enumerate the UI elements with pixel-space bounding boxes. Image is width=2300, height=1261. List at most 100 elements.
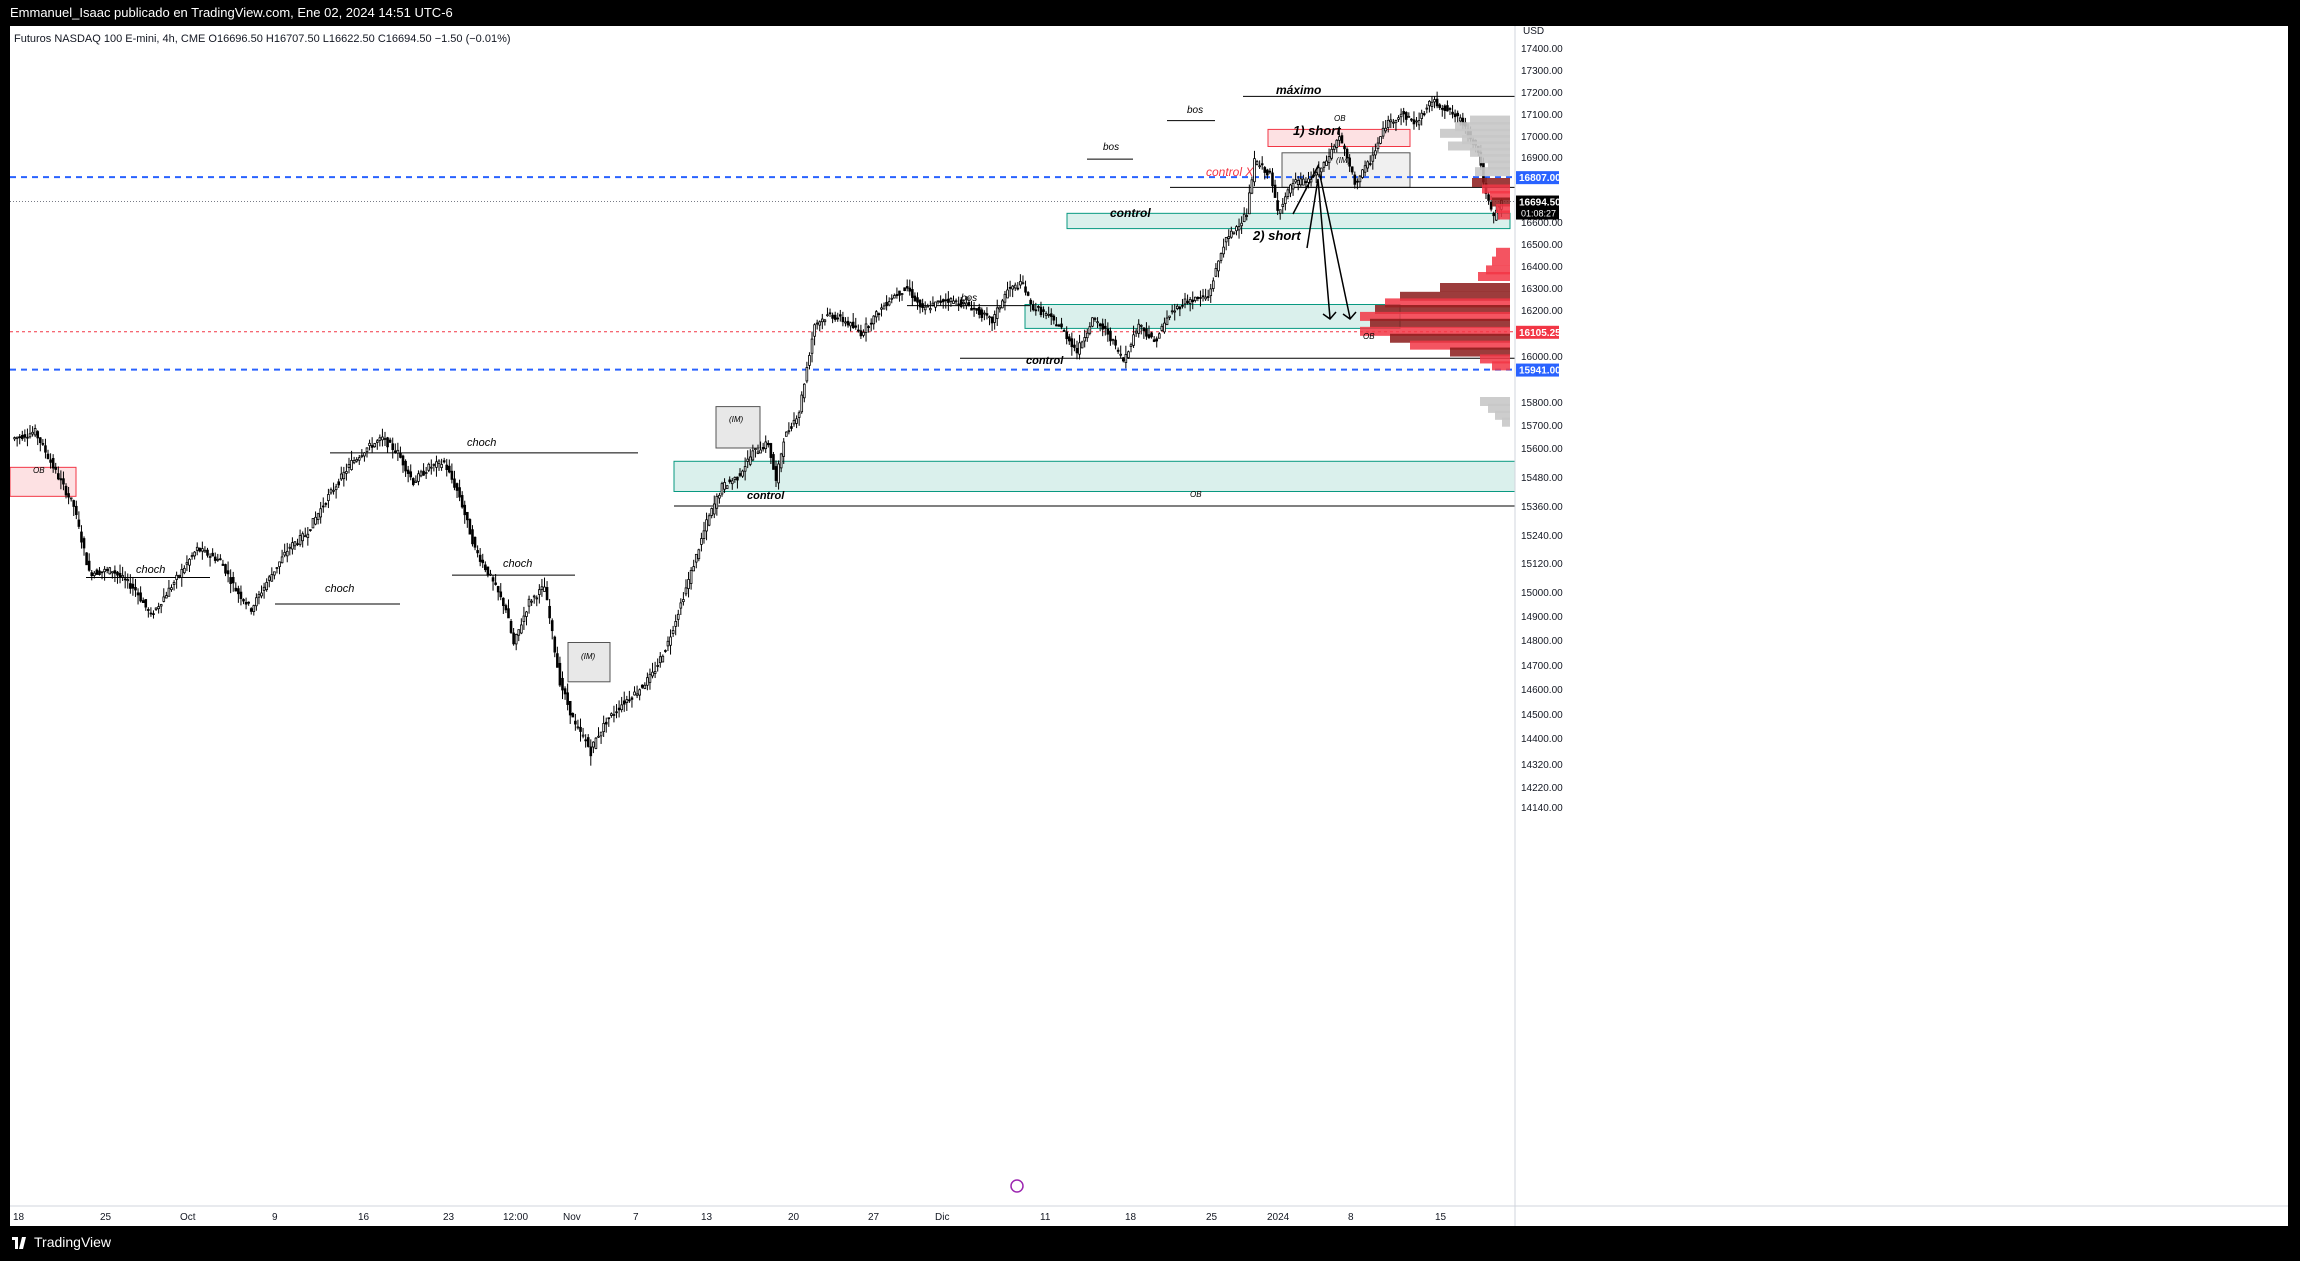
candle-body [190, 555, 194, 558]
candle-body [208, 556, 212, 558]
candle-body [1415, 120, 1418, 123]
candle-body [911, 289, 914, 298]
candle-body [321, 505, 325, 508]
candle-body [463, 504, 467, 516]
candle-body [409, 471, 413, 478]
candle-body [419, 471, 423, 477]
candle-body [1448, 108, 1452, 110]
chart-frame[interactable]: máximo 1) short 2) short bos bos bos control X… [9, 26, 2288, 1226]
candle-body [754, 448, 757, 451]
candle-body [574, 720, 577, 725]
candle-body [1062, 330, 1066, 332]
time-tick-label: 12:00 [503, 1212, 528, 1223]
candle-body [1332, 145, 1336, 150]
time-tick-label: 23 [443, 1212, 455, 1223]
candle-body [1245, 215, 1249, 217]
candle-body [1366, 161, 1369, 169]
candle-body [1487, 194, 1490, 201]
candle-body [622, 700, 626, 705]
candle-body [206, 549, 209, 556]
candle-body [849, 322, 852, 327]
candle-body [116, 571, 119, 576]
candle-body [839, 314, 842, 317]
label-bos-2: bos [1103, 142, 1119, 153]
candle-body [630, 697, 634, 700]
label-ob-1: OB [33, 466, 45, 475]
candle-body [1492, 212, 1496, 217]
publisher-bar: Emmanuel_Isaac publicado en TradingView.… [0, 0, 2300, 26]
price-tick-label: 16400.00 [1521, 262, 1563, 273]
candle-body [507, 608, 510, 619]
candle-body [1363, 165, 1367, 173]
candle-body [684, 587, 688, 595]
candle-body [1237, 226, 1241, 231]
candle-body [862, 331, 865, 336]
candle-body [363, 452, 366, 457]
candle-body [589, 746, 593, 757]
candle-body [1039, 306, 1043, 316]
label-ob-2: OB [1334, 114, 1346, 123]
candle-body [841, 316, 845, 323]
time-tick-label: 2024 [1267, 1212, 1290, 1223]
candle-body [100, 571, 104, 574]
candle-body [550, 620, 554, 632]
volume-bar [1400, 291, 1510, 301]
lines-layer [10, 95, 1515, 605]
candle-body [661, 655, 665, 663]
candle-body [712, 503, 716, 515]
candle-body [270, 574, 274, 582]
arrow-short-2 [1292, 163, 1351, 319]
time-tick-label: 8 [1348, 1212, 1354, 1223]
candle-body [311, 518, 315, 529]
candle-body [1276, 200, 1279, 211]
candle-body [548, 605, 551, 619]
candle-body [87, 560, 91, 571]
replay-icon [1010, 1179, 1024, 1193]
candle-body [95, 569, 99, 575]
price-tick-label: 15800.00 [1521, 398, 1563, 409]
candle-body [1139, 324, 1143, 327]
candle-body [1422, 113, 1426, 116]
candle-body [59, 478, 63, 481]
candle-body [947, 298, 950, 303]
candle-body [41, 443, 45, 445]
candle-body [1440, 107, 1444, 110]
price-chart[interactable]: máximo 1) short 2) short bos bos bos control X… [9, 26, 2288, 1226]
candle-body [494, 582, 497, 585]
candle-body [800, 394, 804, 413]
candle-body [782, 441, 786, 457]
time-tick-label: 25 [100, 1212, 112, 1223]
candle-body [792, 419, 796, 425]
candle-body [833, 314, 837, 320]
volume-bar [1492, 361, 1510, 371]
candle-body [1116, 349, 1120, 352]
candle-body [604, 721, 608, 725]
candle-body [808, 355, 811, 366]
label-control-3: control [747, 490, 785, 502]
candle-body [1338, 136, 1341, 141]
candle-body [1199, 297, 1202, 299]
tradingview-logo-icon [12, 1237, 26, 1249]
candle-body [51, 457, 55, 469]
candle-body [1049, 313, 1053, 317]
candle-body [1425, 107, 1429, 110]
candle-body [965, 302, 968, 306]
candle-body [1420, 112, 1423, 119]
candle-body [1191, 299, 1195, 303]
candle-body [38, 437, 42, 444]
candle-body [980, 309, 984, 318]
candle-body [298, 535, 302, 545]
candle-body [234, 587, 238, 592]
candle-body [1147, 334, 1151, 339]
candle-body [628, 699, 631, 702]
volume-bar [1498, 210, 1510, 220]
candle-body [1096, 321, 1099, 324]
candle-body [821, 318, 824, 323]
time-tick-label: Oct [180, 1212, 196, 1223]
candle-body [602, 723, 605, 733]
annotations-layer: máximo 1) short 2) short bos bos bos control X… [33, 83, 1375, 661]
candle-body [903, 287, 906, 291]
candle-body [198, 547, 202, 552]
candle-body [388, 439, 392, 443]
price-badge-label: 15941.00 [1519, 366, 1561, 377]
